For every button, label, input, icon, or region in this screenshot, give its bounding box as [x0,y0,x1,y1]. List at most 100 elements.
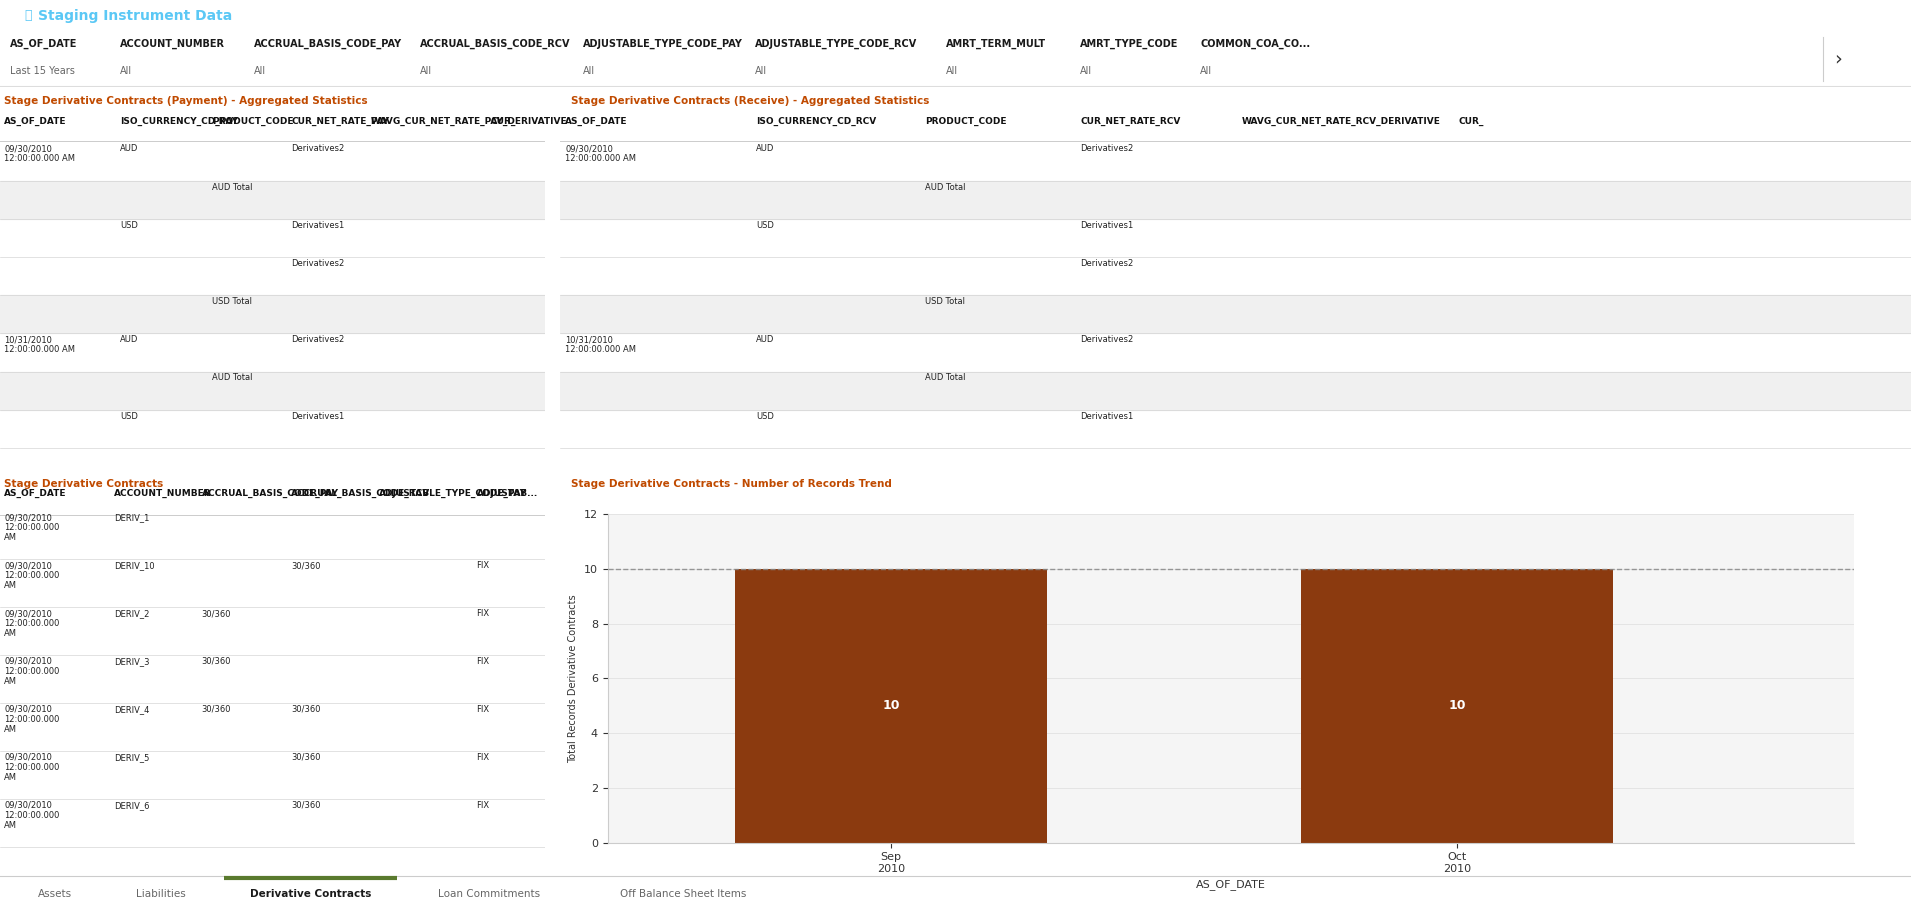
Text: 30/360: 30/360 [290,705,321,714]
Text: USD Total: USD Total [212,297,252,306]
X-axis label: AS_OF_DATE: AS_OF_DATE [1196,879,1265,890]
Text: 09/30/2010
12:00:00.000 AM: 09/30/2010 12:00:00.000 AM [4,145,75,164]
Text: 09/30/2010
12:00:00.000
AM: 09/30/2010 12:00:00.000 AM [4,705,59,734]
Text: AUD: AUD [120,335,138,344]
Text: FIX: FIX [476,705,489,714]
Bar [1301,569,1613,843]
Text: AUD: AUD [120,145,138,154]
Text: Staging Instrument Data: Staging Instrument Data [38,8,233,23]
Text: USD Total: USD Total [925,297,965,306]
Text: AUD: AUD [757,145,774,154]
Text: DERIV_6: DERIV_6 [115,801,149,810]
Text: All: All [420,66,432,76]
Text: FIX: FIX [476,561,489,570]
Text: All: All [946,66,957,76]
Text: FIX: FIX [476,753,489,762]
Bar [0,296,545,333]
Text: CUR_: CUR_ [1458,116,1483,125]
Text: CUR_NET_RATE_PAY: CUR_NET_RATE_PAY [290,116,390,125]
Text: 10/31/2010
12:00:00.000 AM: 10/31/2010 12:00:00.000 AM [566,335,636,354]
Text: 30/360: 30/360 [201,705,231,714]
Text: ACCRUAL_BASIS_CODE_RCV: ACCRUAL_BASIS_CODE_RCV [420,38,571,48]
Text: ACCOUNT_NUMBER: ACCOUNT_NUMBER [120,38,225,48]
Text: Loan Commitments: Loan Commitments [438,889,541,899]
Text: WAVG_CUR_NET_RATE_RCV_DERIVATIVE: WAVG_CUR_NET_RATE_RCV_DERIVATIVE [1242,116,1441,125]
Text: Derivatives2: Derivatives2 [290,145,344,154]
Text: 09/30/2010
12:00:00.000
AM: 09/30/2010 12:00:00.000 AM [4,609,59,638]
Text: AMRT_TERM_MULT: AMRT_TERM_MULT [946,38,1045,48]
Text: Stage Derivative Contracts (Payment) - Aggregated Statistics: Stage Derivative Contracts (Payment) - A… [4,96,369,106]
Bar [560,371,1911,410]
Bar [0,180,545,219]
Bar [560,296,1911,333]
Text: USD: USD [757,412,774,421]
Text: ISO_CURRENCY_CD_RCV: ISO_CURRENCY_CD_RCV [757,116,875,125]
Text: 10: 10 [1449,699,1466,713]
Text: ACCRUAL_BASIS_CODE_PAY: ACCRUAL_BASIS_CODE_PAY [201,489,338,498]
Bar [0,371,545,410]
Text: AUD Total: AUD Total [212,182,252,191]
Text: FIX: FIX [476,801,489,810]
Text: DERIV_2: DERIV_2 [115,609,149,618]
Text: 30/360: 30/360 [290,801,321,810]
Text: Derivatives1: Derivatives1 [290,412,344,421]
Text: Last 15 Years: Last 15 Years [10,66,75,76]
Text: 09/30/2010
12:00:00.000
AM: 09/30/2010 12:00:00.000 AM [4,753,59,782]
Text: ISO_CURRENCY_CD_PAY: ISO_CURRENCY_CD_PAY [120,116,237,125]
Text: ADJUSTABLE_TYPE_CODE_PAY: ADJUSTABLE_TYPE_CODE_PAY [378,489,527,498]
Text: 09/30/2010
12:00:00.000
AM: 09/30/2010 12:00:00.000 AM [4,657,59,686]
Text: Stage Derivative Contracts - Number of Records Trend: Stage Derivative Contracts - Number of R… [571,479,892,489]
Text: AS_OF_DATE: AS_OF_DATE [4,489,67,498]
Text: 09/30/2010
12:00:00.000 AM: 09/30/2010 12:00:00.000 AM [566,145,636,164]
Text: ACCOUNT_NUMBER: ACCOUNT_NUMBER [115,489,212,498]
Text: ꀧ: ꀧ [25,9,32,22]
Text: WAVG_CUR_NET_RATE_PAY_DERIVATIVE: WAVG_CUR_NET_RATE_PAY_DERIVATIVE [371,116,568,125]
Text: USD: USD [757,221,774,230]
Text: 09/30/2010
12:00:00.000
AM: 09/30/2010 12:00:00.000 AM [4,561,59,590]
Text: 09/30/2010
12:00:00.000
AM: 09/30/2010 12:00:00.000 AM [4,801,59,830]
Text: 30/360: 30/360 [201,657,231,666]
Text: DERIV_10: DERIV_10 [115,561,155,570]
Text: Derivatives1: Derivatives1 [1080,412,1133,421]
Text: Derivatives2: Derivatives2 [290,259,344,268]
Text: DERIV_4: DERIV_4 [115,705,149,714]
Text: Off Balance Sheet Items: Off Balance Sheet Items [619,889,747,899]
Text: AUD Total: AUD Total [925,373,965,382]
Text: All: All [755,66,766,76]
Text: COMMON_COA_CO...: COMMON_COA_CO... [1200,38,1311,48]
Text: CUR_: CUR_ [489,116,516,125]
Text: All: All [254,66,266,76]
Y-axis label: Total Records Derivative Contracts: Total Records Derivative Contracts [568,594,579,763]
Text: ADJUSTABLE_TYPE_CODE_PAY: ADJUSTABLE_TYPE_CODE_PAY [583,38,743,48]
Text: Derivatives2: Derivatives2 [1080,259,1133,268]
Text: DERIV_1: DERIV_1 [115,513,149,522]
Text: ACCRUAL_BASIS_CODE_PAY: ACCRUAL_BASIS_CODE_PAY [254,38,403,48]
Text: FIX: FIX [476,609,489,618]
Text: Stage Derivative Contracts (Receive) - Aggregated Statistics: Stage Derivative Contracts (Receive) - A… [571,96,929,106]
Text: 10: 10 [883,699,900,713]
Text: All: All [583,66,594,76]
Text: Liabilities: Liabilities [136,889,185,899]
Text: 30/360: 30/360 [201,609,231,618]
Text: USD: USD [120,221,138,230]
Text: ←: ← [8,8,19,23]
Text: AUD Total: AUD Total [925,182,965,191]
Text: AMRT_TYPE_CODE: AMRT_TYPE_CODE [1080,38,1177,48]
Text: AUD: AUD [757,335,774,344]
Text: All: All [120,66,132,76]
Text: AS_OF_DATE: AS_OF_DATE [10,38,76,48]
Bar [736,569,1047,843]
Text: Derivative Contracts: Derivative Contracts [250,889,371,899]
Text: ›: › [1835,49,1842,69]
Text: FIX: FIX [476,657,489,666]
Text: PRODUCT_CODE: PRODUCT_CODE [212,116,294,125]
Text: Derivatives2: Derivatives2 [290,335,344,344]
Text: PRODUCT_CODE: PRODUCT_CODE [925,116,1007,125]
Text: AS_OF_DATE: AS_OF_DATE [566,116,629,125]
Text: ACCRUAL_BASIS_CODE_RCV: ACCRUAL_BASIS_CODE_RCV [290,489,430,498]
Text: ADJUSTABLE_TYPE_CODE_RCV: ADJUSTABLE_TYPE_CODE_RCV [755,38,917,48]
Text: All: All [1200,66,1212,76]
Bar [560,180,1911,219]
Text: Derivatives1: Derivatives1 [290,221,344,230]
Text: AUD Total: AUD Total [212,373,252,382]
